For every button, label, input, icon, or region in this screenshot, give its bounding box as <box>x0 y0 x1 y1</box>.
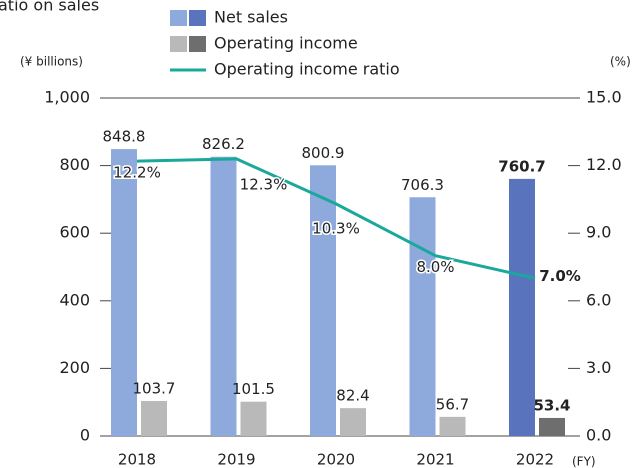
net-sales-bar <box>409 197 436 436</box>
net-sales-bar <box>509 178 535 436</box>
data-label: 800.9 <box>302 144 345 162</box>
y2-axis-label: (%) <box>610 55 631 69</box>
y2-tick-label: 6.0 <box>586 290 611 309</box>
y-tick-label: 200 <box>59 358 90 377</box>
operating-income-bar <box>340 408 366 436</box>
data-label: 82.4 <box>336 387 369 405</box>
y-tick-label: 800 <box>59 155 90 174</box>
data-label: 101.5 <box>232 380 275 398</box>
legend-swatch <box>189 36 206 52</box>
ratio-label: 8.0% <box>416 258 454 276</box>
net-sales-bar <box>210 156 237 437</box>
y2-tick-label: 9.0 <box>586 223 611 242</box>
legend-swatch <box>170 36 187 52</box>
data-label: 56.7 <box>436 395 469 413</box>
ratio-label: 12.3% <box>240 175 288 193</box>
x-tick-label: 2020 <box>317 451 355 468</box>
data-label: 826.2 <box>202 135 245 153</box>
ratio-label: 10.3% <box>312 219 360 237</box>
chart-title: atio on sales <box>0 0 99 15</box>
data-label: 706.3 <box>401 176 444 194</box>
net-sales-bar <box>111 149 137 437</box>
legend-swatch <box>189 10 206 26</box>
x-tick-label: 2018 <box>118 451 156 468</box>
legend-label: Operating income <box>214 34 358 53</box>
legend-label: Operating income ratio <box>214 60 400 79</box>
x-tick-label: 2021 <box>416 451 454 468</box>
operating-income-bar <box>240 401 267 436</box>
operating-income-bar <box>141 400 167 436</box>
y-tick-label: 600 <box>59 223 90 242</box>
legend-swatch <box>170 10 187 26</box>
y2-tick-label: 0.0 <box>586 426 611 445</box>
y-axis-label: (¥ billions) <box>20 55 83 69</box>
ratio-label: 7.0% <box>539 267 581 285</box>
y2-tick-label: 3.0 <box>586 358 611 377</box>
y-tick-label: 400 <box>59 290 90 309</box>
data-label: 848.8 <box>103 128 146 146</box>
net-sales-bar <box>310 165 336 436</box>
data-label: 760.7 <box>498 157 545 175</box>
y-tick-label: 1,000 <box>44 88 90 107</box>
y-tick-label: 0 <box>80 426 90 445</box>
x-axis-label: (FY) <box>572 455 596 468</box>
y2-tick-label: 12.0 <box>586 155 622 174</box>
data-label: 53.4 <box>533 396 570 414</box>
data-label: 103.7 <box>133 379 176 397</box>
ratio-label: 12.2% <box>113 164 161 182</box>
x-tick-label: 2019 <box>217 451 255 468</box>
x-tick-label: 2022 <box>516 451 554 468</box>
operating-income-bar <box>439 416 466 436</box>
y2-tick-label: 15.0 <box>586 88 622 107</box>
ratio-line <box>136 157 536 280</box>
operating-income-bar <box>539 417 565 436</box>
legend-label: Net sales <box>214 8 288 27</box>
